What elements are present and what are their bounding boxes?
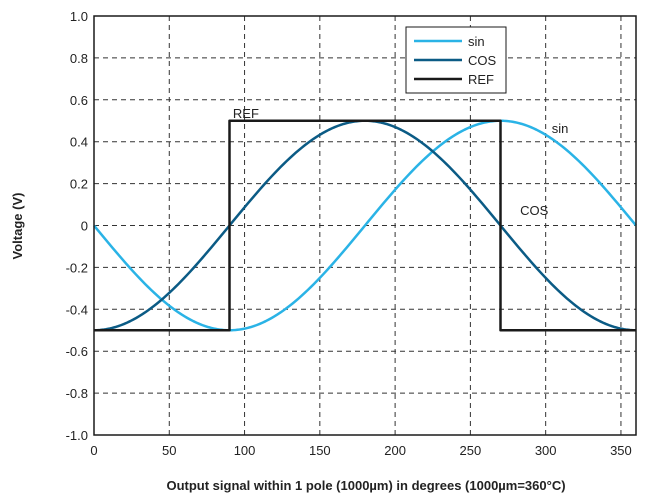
plot-frame	[93, 15, 637, 436]
legend-label-sin: sin	[468, 34, 485, 49]
x-tick-label: 300	[535, 443, 557, 458]
x-tick-label: 200	[384, 443, 406, 458]
series-line-sin	[93, 119, 637, 332]
y-tick-label: -1.0	[66, 428, 88, 443]
series-line-ref	[94, 119, 636, 332]
y-tick-label: 0.2	[70, 177, 88, 192]
y-tick-label: 0.4	[70, 135, 88, 150]
x-tick-label: 100	[234, 443, 256, 458]
annotation-cos: COS	[520, 203, 549, 218]
y-tick-label: -0.4	[66, 302, 88, 317]
y-tick-label: 0.8	[70, 51, 88, 66]
x-axis-title: Output signal within 1 pole (1000µm) in …	[166, 478, 565, 493]
legend-label-ref: REF	[468, 72, 494, 87]
y-tick-label: -0.2	[66, 260, 88, 275]
grid	[94, 16, 636, 435]
legend-label-cos: COS	[468, 53, 497, 68]
x-tick-label: 250	[460, 443, 482, 458]
annotation-ref: REF	[233, 106, 259, 121]
x-tick-label: 150	[309, 443, 331, 458]
legend: sin COS REF	[405, 26, 507, 94]
y-tick-label: -0.8	[66, 386, 88, 401]
x-tick-label: 0	[90, 443, 97, 458]
y-axis-title: Voltage (V)	[10, 193, 25, 260]
y-tick-label: 0.6	[70, 93, 88, 108]
y-tick-label: 1.0	[70, 9, 88, 24]
y-tick-label: 0	[81, 219, 88, 234]
y-tick-label: -0.6	[66, 344, 88, 359]
annotation-sin: sin	[552, 121, 569, 136]
annotations: REF sin COS	[233, 106, 568, 218]
tick-labels: 0 50 100 150 200 250 300 350 1.0 0.8 0.6 0.4 0.2 0 -0.…	[66, 9, 632, 458]
series-layer	[93, 119, 637, 332]
x-tick-label: 50	[162, 443, 176, 458]
x-tick-label: 350	[610, 443, 632, 458]
